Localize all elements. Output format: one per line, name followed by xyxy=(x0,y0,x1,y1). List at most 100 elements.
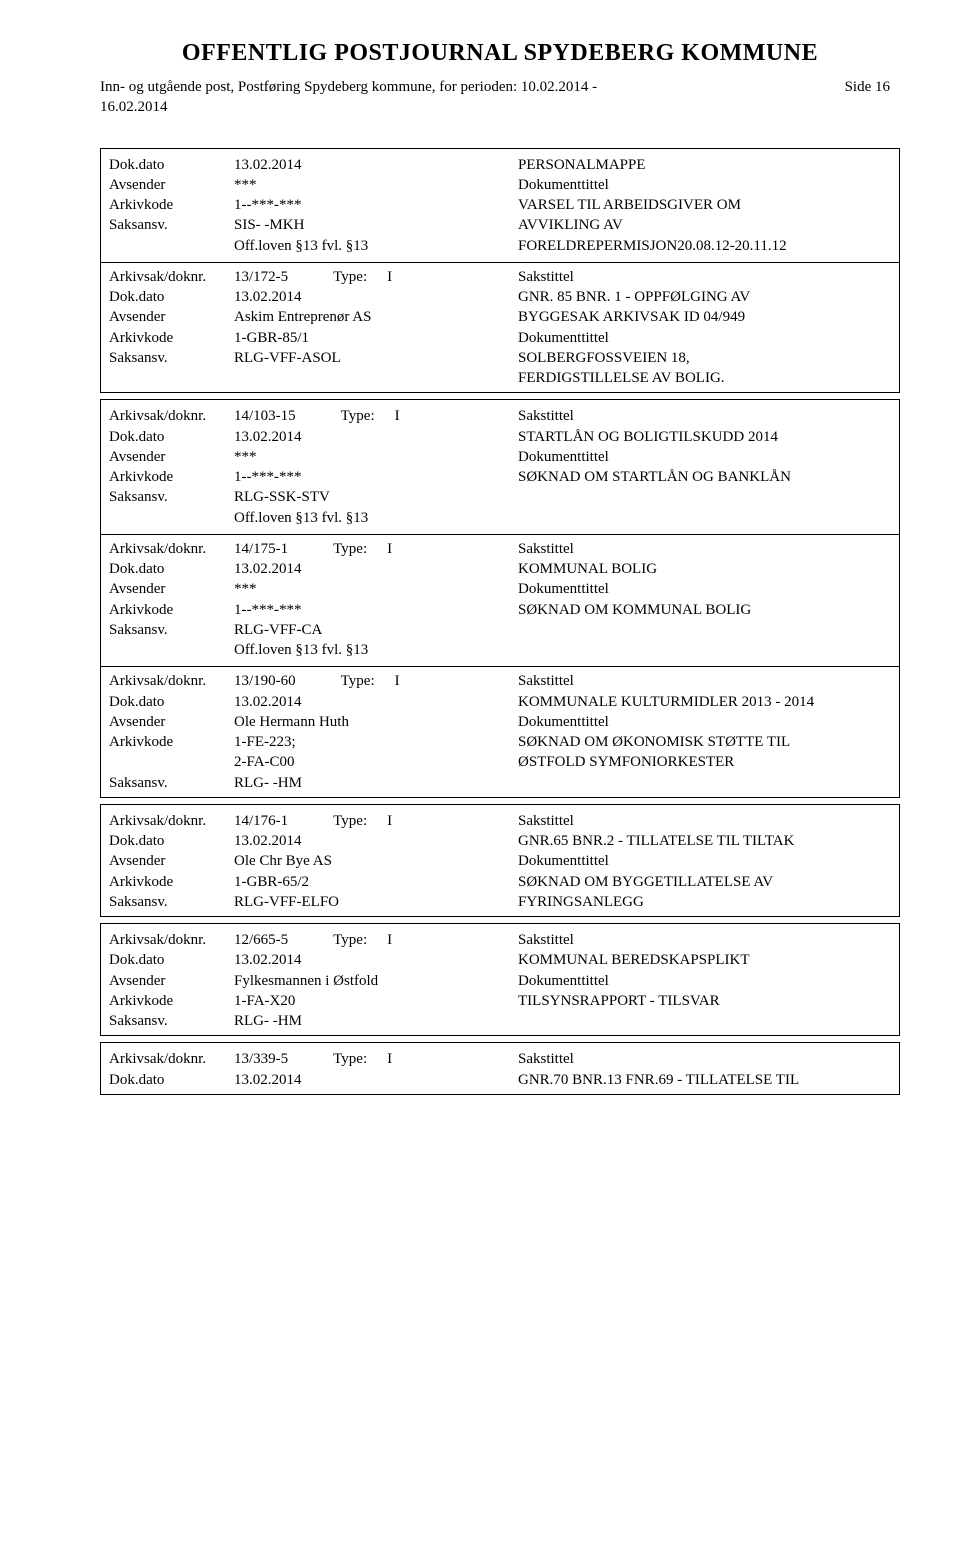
field-row: Avsender Ole Hermann Huth xyxy=(109,712,500,732)
field-value: RLG- -HM xyxy=(234,773,500,793)
entry-left: Dok.dato 13.02.2014 Avsender *** Arkivko… xyxy=(109,155,500,256)
field-value: 1--***-*** xyxy=(234,600,500,620)
entry-left: Arkivsak/doknr. 13/190-60Type:I Dok.dato… xyxy=(109,671,500,793)
field-label: Saksansv. xyxy=(109,215,234,235)
field-label: Arkivkode xyxy=(109,872,234,892)
field-value: 13.02.2014 xyxy=(234,831,500,851)
field-value: 13/172-5Type:I xyxy=(234,267,500,287)
field-row: Arkivsak/doknr. 14/176-1Type:I xyxy=(109,811,500,831)
field-row: Arkivkode 1--***-*** xyxy=(109,195,500,215)
field-row: Saksansv. RLG-SSK-STV xyxy=(109,487,500,507)
field-label: Avsender xyxy=(109,307,234,327)
field-value: 1-FE-223; xyxy=(234,732,500,752)
entry-left: Arkivsak/doknr. 13/172-5Type:I Dok.dato … xyxy=(109,267,500,389)
dokumenttittel-label: Dokumenttittel xyxy=(518,579,891,599)
field-label: Arkivsak/doknr. xyxy=(109,1049,234,1069)
field-label: Avsender xyxy=(109,971,234,991)
field-value: Ole Hermann Huth xyxy=(234,712,500,732)
dokumenttittel-label: Dokumenttittel xyxy=(518,712,891,732)
dokumenttittel-label: Dokumenttittel xyxy=(518,447,891,467)
field-row: Saksansv. SIS- -MKH xyxy=(109,215,500,235)
field-label: Saksansv. xyxy=(109,773,234,793)
field-value: RLG-VFF-ASOL xyxy=(234,348,500,368)
field-label: Arkivkode xyxy=(109,328,234,348)
sakstittel-label: Sakstittel xyxy=(518,267,891,287)
page-title: OFFENTLIG POSTJOURNAL SPYDEBERG KOMMUNE xyxy=(100,40,900,67)
sub-line-1: Inn- og utgående post, Postføring Spydeb… xyxy=(100,77,597,97)
entry-right: SakstittelSTARTLÅN OG BOLIGTILSKUDD 2014… xyxy=(518,406,891,528)
field-row: Avsender Fylkesmannen i Østfold xyxy=(109,971,500,991)
dokumenttittel-value: SØKNAD OM ØKONOMISK STØTTE TIL xyxy=(518,732,891,752)
field-value: Fylkesmannen i Østfold xyxy=(234,971,500,991)
entry-right: PERSONALMAPPEDokumenttittelVARSEL TIL AR… xyxy=(518,155,891,256)
field-row: Dok.dato 13.02.2014 xyxy=(109,692,500,712)
field-value: RLG-VFF-CA xyxy=(234,620,500,640)
field-label: Avsender xyxy=(109,175,234,195)
field-value: 1-GBR-65/2 xyxy=(234,872,500,892)
sakstittel-value: KOMMUNAL BEREDSKAPSPLIKT xyxy=(518,950,891,970)
entry-columns: Arkivsak/doknr. 14/176-1Type:I Dok.dato … xyxy=(109,811,891,912)
entry-left: Arkivsak/doknr. 13/339-5Type:I Dok.dato … xyxy=(109,1049,500,1090)
dokumenttittel-value: TILSYNSRAPPORT - TILSVAR xyxy=(518,991,891,1011)
sakstittel-label: Sakstittel xyxy=(518,671,891,691)
field-value: RLG-VFF-ELFO xyxy=(234,892,500,912)
field-row: Dok.dato 13.02.2014 xyxy=(109,155,500,175)
entry-right: SakstittelKOMMUNAL BOLIGDokumenttittelSØ… xyxy=(518,539,891,661)
entry-right: SakstittelGNR. 85 BNR. 1 - OPPFØLGING AV… xyxy=(518,267,891,389)
dokumenttittel-label: Dokumenttittel xyxy=(518,851,891,871)
dokumenttittel-value: VARSEL TIL ARBEIDSGIVER OM xyxy=(518,195,891,215)
field-row: Off.loven §13 fvl. §13 xyxy=(109,236,500,256)
entry-columns: Arkivsak/doknr. 13/172-5Type:I Dok.dato … xyxy=(109,267,891,389)
field-row: Saksansv. RLG-VFF-CA xyxy=(109,620,500,640)
field-value: 14/176-1Type:I xyxy=(234,811,500,831)
field-value: Off.loven §13 fvl. §13 xyxy=(234,236,500,256)
record-block: Arkivsak/doknr. 14/176-1Type:I Dok.dato … xyxy=(100,804,900,917)
sakstittel-label: Sakstittel xyxy=(518,406,891,426)
field-value: Off.loven §13 fvl. §13 xyxy=(234,508,500,528)
field-label: Saksansv. xyxy=(109,487,234,507)
entry-left: Arkivsak/doknr. 14/103-15Type:I Dok.dato… xyxy=(109,406,500,528)
sub-header: Inn- og utgående post, Postføring Spydeb… xyxy=(100,77,900,118)
field-value: RLG-SSK-STV xyxy=(234,487,500,507)
entry-right: SakstittelKOMMUNALE KULTURMIDLER 2013 - … xyxy=(518,671,891,793)
field-row: Arkivsak/doknr. 13/190-60Type:I xyxy=(109,671,500,691)
sakstittel-value: BYGGESAK ARKIVSAK ID 04/949 xyxy=(518,307,891,327)
field-label: Dok.dato xyxy=(109,950,234,970)
field-value: 13.02.2014 xyxy=(234,559,500,579)
field-value: SIS- -MKH xyxy=(234,215,500,235)
field-row: Avsender *** xyxy=(109,579,500,599)
entry-right: SakstittelGNR.65 BNR.2 - TILLATELSE TIL … xyxy=(518,811,891,912)
sakstittel-value: GNR.65 BNR.2 - TILLATELSE TIL TILTAK xyxy=(518,831,891,851)
field-value: *** xyxy=(234,447,500,467)
field-value: RLG- -HM xyxy=(234,1011,500,1031)
field-label: Arkivsak/doknr. xyxy=(109,671,234,691)
field-label: Dok.dato xyxy=(109,1070,234,1090)
field-label: Arkivsak/doknr. xyxy=(109,406,234,426)
field-label: Saksansv. xyxy=(109,348,234,368)
field-row: Arkivkode 1-GBR-65/2 xyxy=(109,872,500,892)
dokumenttittel-label: Dokumenttittel xyxy=(518,971,891,991)
dokumenttittel-value: FERDIGSTILLELSE AV BOLIG. xyxy=(518,368,891,388)
sakstittel-value: PERSONALMAPPE xyxy=(518,155,891,175)
field-label: Arkivkode xyxy=(109,991,234,1011)
field-value: 2-FA-C00 xyxy=(234,752,500,772)
field-value: 14/175-1Type:I xyxy=(234,539,500,559)
record-block: Dok.dato 13.02.2014 Avsender *** Arkivko… xyxy=(100,148,900,394)
field-value: *** xyxy=(234,579,500,599)
sakstittel-value: GNR. 85 BNR. 1 - OPPFØLGING AV xyxy=(518,287,891,307)
field-label: Arkivkode xyxy=(109,195,234,215)
field-value: 14/103-15Type:I xyxy=(234,406,500,426)
field-label: Arkivsak/doknr. xyxy=(109,930,234,950)
sakstittel-value: KOMMUNALE KULTURMIDLER 2013 - 2014 xyxy=(518,692,891,712)
field-label: Saksansv. xyxy=(109,892,234,912)
dokumenttittel-value: AVVIKLING AV xyxy=(518,215,891,235)
field-row: Off.loven §13 fvl. §13 xyxy=(109,640,500,660)
entry-columns: Arkivsak/doknr. 14/175-1Type:I Dok.dato … xyxy=(109,539,891,661)
dokumenttittel-value: SØKNAD OM KOMMUNAL BOLIG xyxy=(518,600,891,620)
entry-left: Arkivsak/doknr. 14/176-1Type:I Dok.dato … xyxy=(109,811,500,912)
dokumenttittel-value: SØKNAD OM STARTLÅN OG BANKLÅN xyxy=(518,467,891,487)
dokumenttittel-value: SOLBERGFOSSVEIEN 18, xyxy=(518,348,891,368)
field-value: 13/339-5Type:I xyxy=(234,1049,500,1069)
field-label: Dok.dato xyxy=(109,287,234,307)
sakstittel-label: Sakstittel xyxy=(518,1049,891,1069)
